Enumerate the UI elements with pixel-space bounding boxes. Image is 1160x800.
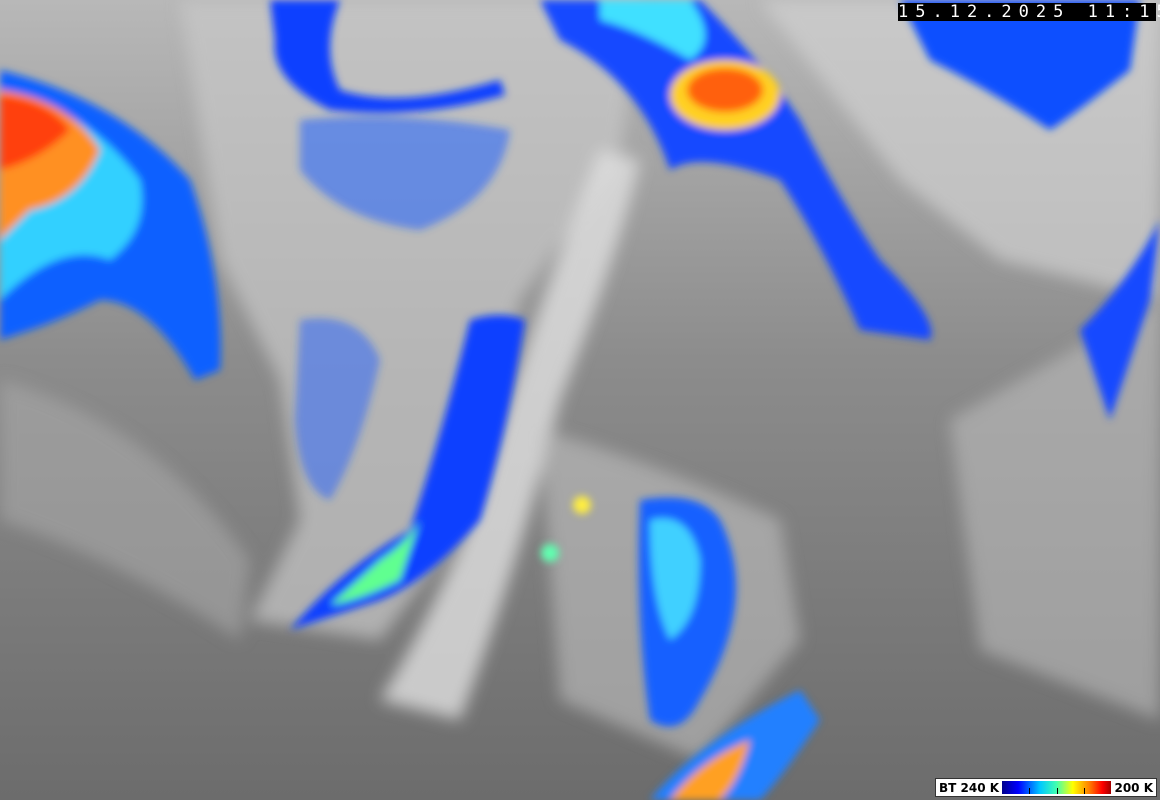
- colorbar: [1002, 781, 1112, 794]
- timestamp: 15.12.2025 11:15: [898, 2, 1160, 22]
- colorbar-legend: BT 240 K 200 K: [935, 778, 1157, 797]
- colorbar-tick: [1056, 788, 1058, 794]
- legend-right-label: 200 K: [1114, 780, 1153, 795]
- legend-left-label: BT 240 K: [939, 780, 1000, 795]
- cloud-layer: [0, 0, 1160, 760]
- colorbar-tick: [1029, 788, 1031, 794]
- colorbar-tick: [1084, 788, 1086, 794]
